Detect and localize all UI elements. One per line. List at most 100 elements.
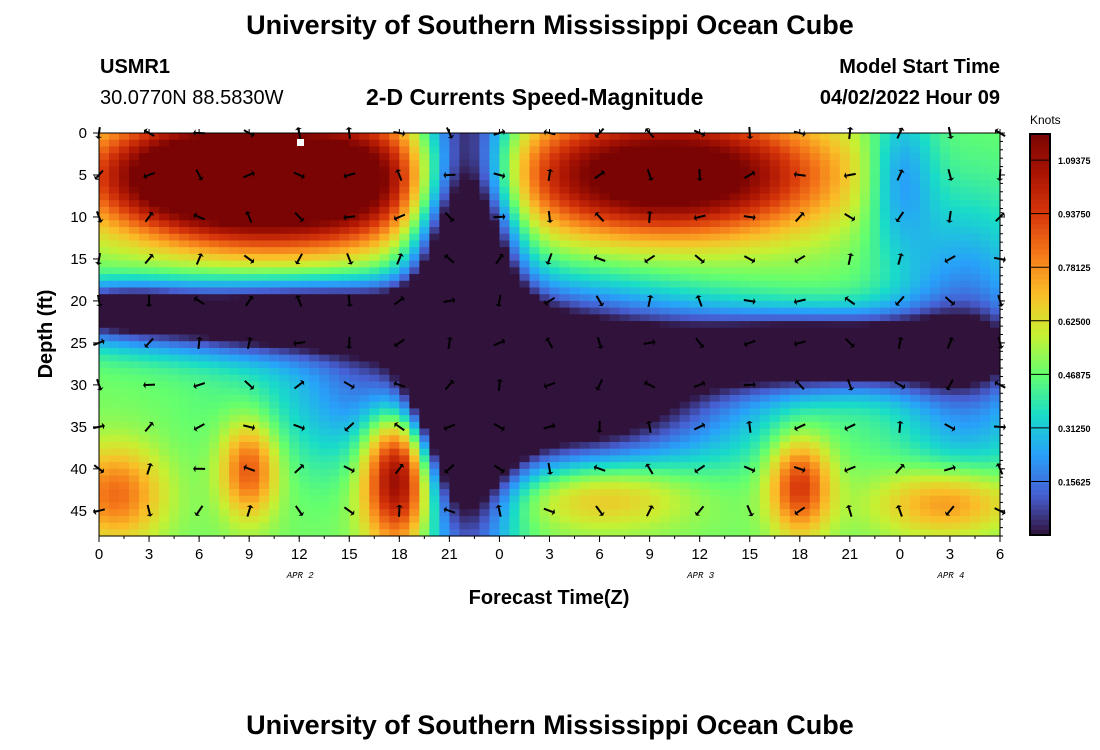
heatmap-cell (99, 475, 110, 483)
heatmap-cell (609, 354, 621, 362)
heatmap-cell (919, 260, 931, 268)
heatmap-cell (309, 139, 320, 148)
heatmap-cell (109, 206, 120, 215)
heatmap-cell (109, 233, 120, 242)
heatmap-cell (649, 159, 661, 168)
heatmap-cell (759, 394, 771, 403)
heatmap-cell (659, 381, 671, 389)
heatmap-cell (499, 300, 511, 309)
heatmap-cell (739, 193, 751, 201)
heatmap-cell (429, 468, 440, 477)
heatmap-cell (229, 213, 240, 221)
heatmap-cell (549, 381, 561, 389)
heatmap-cell (339, 354, 350, 362)
heatmap-cell (99, 260, 110, 268)
heatmap-cell (259, 428, 270, 436)
heatmap-cell (769, 515, 781, 524)
heatmap-cell (809, 240, 821, 248)
heatmap-cell (619, 159, 631, 168)
heatmap-cell (449, 388, 460, 396)
heatmap-cell (299, 166, 310, 174)
heatmap-cell (619, 374, 631, 383)
heatmap-cell (919, 455, 931, 463)
heatmap-cell (879, 522, 891, 530)
heatmap-cell (789, 200, 801, 208)
heatmap-cell (149, 200, 160, 208)
heatmap-cell (259, 421, 270, 430)
heatmap-cell (779, 495, 791, 504)
heatmap-cell (789, 206, 801, 215)
heatmap-cell (379, 159, 390, 168)
heatmap-cell (619, 133, 631, 141)
heatmap-cell (669, 314, 681, 322)
heatmap-cell (349, 529, 360, 537)
heatmap-cell (639, 307, 651, 315)
heatmap-cell (429, 435, 440, 443)
heatmap-cell (409, 401, 420, 409)
heatmap-cell (269, 435, 280, 443)
heatmap-cell (269, 274, 280, 282)
heatmap-cell (359, 227, 370, 235)
heatmap-cell (449, 502, 460, 510)
heatmap-cell (129, 321, 140, 329)
heatmap-cell (369, 509, 380, 517)
heatmap-cell (219, 274, 230, 282)
heatmap-cell (869, 468, 881, 477)
heatmap-cell (599, 394, 611, 403)
heatmap-cell (419, 428, 430, 436)
heatmap-cell (339, 468, 350, 477)
heatmap-cell (479, 495, 491, 504)
heatmap-cell (779, 488, 791, 497)
heatmap-cell (339, 495, 350, 504)
heatmap-cell (169, 448, 180, 456)
heatmap-cell (619, 495, 631, 504)
heatmap-cell (469, 475, 481, 483)
heatmap-cell (869, 368, 881, 376)
heatmap-cell (749, 361, 761, 369)
heatmap-cell (649, 240, 661, 248)
heatmap-cell (809, 186, 821, 195)
heatmap-cell (889, 509, 901, 517)
heatmap-cell (809, 247, 821, 255)
heatmap-cell (289, 334, 300, 342)
heatmap-cell (729, 247, 741, 255)
heatmap-cell (879, 502, 891, 510)
heatmap-cell (299, 321, 310, 329)
heatmap-cell (319, 441, 330, 450)
heatmap-cell (809, 482, 821, 490)
heatmap-cell (109, 240, 120, 248)
heatmap-cell (159, 495, 170, 504)
heatmap-cell (349, 274, 360, 282)
heatmap-cell (249, 341, 260, 349)
heatmap-cell (99, 361, 110, 369)
heatmap-cell (599, 381, 611, 389)
heatmap-cell (269, 159, 280, 168)
heatmap-cell (379, 327, 390, 336)
heatmap-cell (739, 159, 751, 168)
heatmap-cell (889, 361, 901, 369)
heatmap-cell (619, 321, 631, 329)
heatmap-cell (439, 475, 450, 483)
heatmap-cell (479, 300, 491, 309)
heatmap-cell (789, 267, 801, 275)
heatmap-cell (109, 368, 120, 376)
heatmap-cell (199, 213, 210, 221)
heatmap-cell (709, 213, 721, 221)
heatmap-cell (259, 294, 270, 302)
heatmap-cell (259, 327, 270, 336)
heatmap-cell (279, 347, 290, 356)
heatmap-cell (239, 522, 250, 530)
heatmap-cell (599, 213, 611, 221)
heatmap-cell (629, 327, 641, 336)
heatmap-cell (369, 341, 380, 349)
heatmap-cell (819, 227, 831, 235)
heatmap-cell (669, 260, 681, 268)
heatmap-cell (289, 401, 300, 409)
heatmap-cell (829, 354, 841, 362)
heatmap-cell (859, 334, 871, 342)
heatmap-cell (579, 280, 591, 289)
heatmap-cell (899, 206, 911, 215)
heatmap-cell (419, 153, 430, 161)
heatmap-cell (769, 321, 781, 329)
heatmap-cell (359, 220, 370, 228)
